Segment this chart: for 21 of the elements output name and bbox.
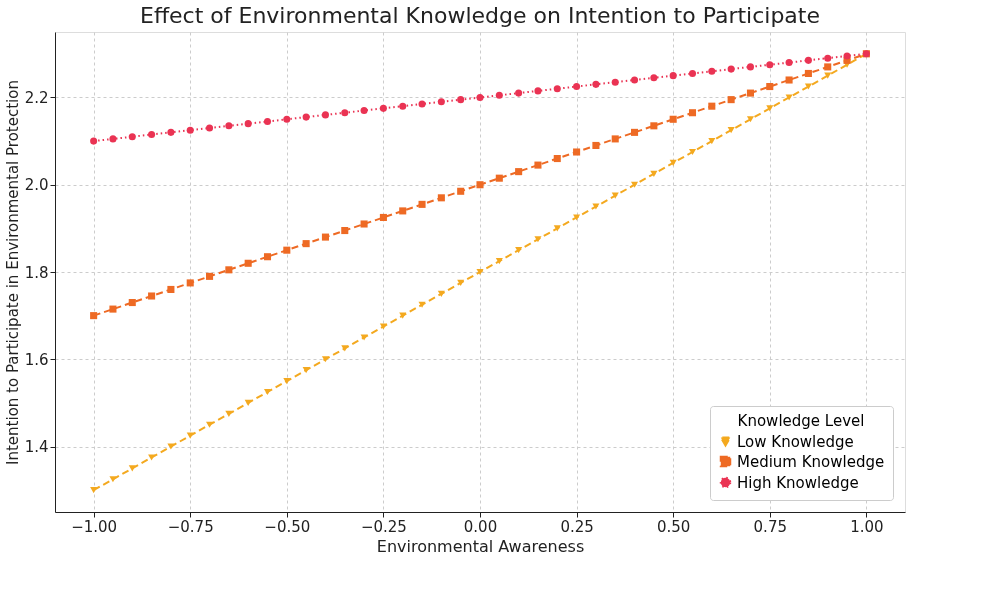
y-tick-label: 1.8 — [24, 263, 49, 282]
x-axis-title: Environmental Awareness — [376, 536, 585, 556]
x-tick-label: 0.25 — [560, 517, 594, 536]
x-tick-label: −1.00 — [71, 517, 118, 536]
chart-title: Effect of Environmental Knowledge on Intention to Participate — [139, 3, 821, 28]
legend-label: High Knowledge — [737, 473, 859, 492]
x-tick-label: 0.00 — [463, 517, 498, 536]
x-tick-label: −0.50 — [264, 517, 311, 536]
x-tick-label: −0.75 — [167, 517, 214, 536]
y-tick-label: 1.6 — [24, 350, 49, 369]
y-tick-label: 2.2 — [24, 88, 49, 107]
x-tick-label: 1.00 — [850, 517, 884, 536]
y-tick-label: 2.0 — [24, 176, 49, 195]
legend-label: Low Knowledge — [737, 432, 854, 451]
x-tick-label: 0.75 — [753, 517, 787, 536]
y-axis-title: Intention to Participate in Environmental Protection — [3, 80, 22, 465]
legend-title: Knowledge Level — [737, 412, 865, 430]
y-tick-label: 1.4 — [24, 438, 49, 457]
x-tick-label: −0.25 — [360, 517, 407, 536]
legend-label: Medium Knowledge — [737, 452, 885, 471]
x-tick-label: 0.50 — [656, 517, 691, 536]
